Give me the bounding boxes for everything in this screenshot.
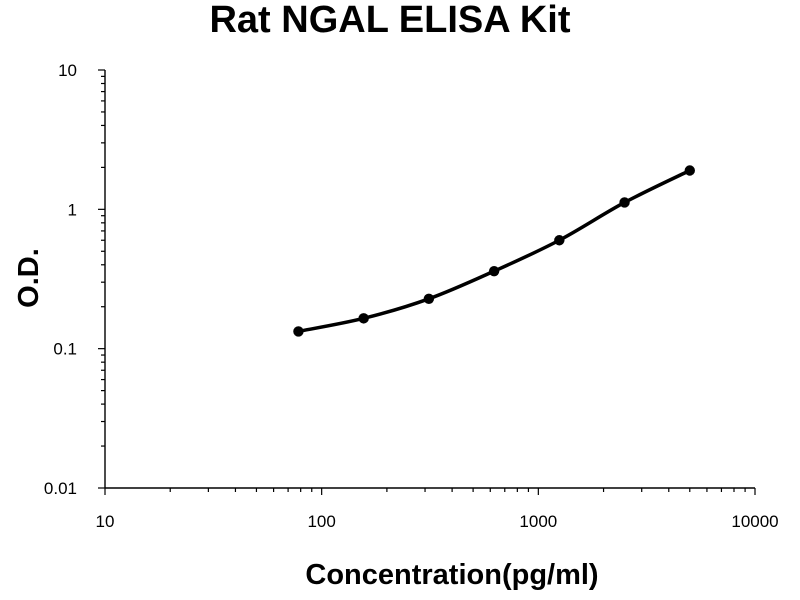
x-axis-ticks (104, 488, 756, 495)
data-point (554, 235, 565, 246)
data-point (358, 313, 369, 324)
fitted-curve (296, 168, 692, 334)
y-tick-label: 1 (68, 200, 77, 219)
y-axis-ticks (98, 69, 105, 489)
y-tick-label: 10 (58, 61, 77, 80)
y-axis-title: O.D. (13, 248, 45, 308)
x-tick-label: 1000 (519, 512, 557, 531)
plot-area: 0.01 0.1 1 10 10 100 1000 10000 (44, 61, 779, 531)
x-axis-tick-labels: 10 100 1000 10000 (96, 512, 779, 531)
data-point (684, 165, 695, 176)
data-points (293, 165, 695, 337)
x-tick-label: 10 (96, 512, 115, 531)
data-point (423, 293, 435, 304)
data-point (293, 326, 304, 337)
data-point (488, 265, 500, 277)
y-axis-tick-labels: 0.01 0.1 1 10 (44, 61, 77, 498)
x-tick-label: 10000 (731, 512, 778, 531)
x-axis-title: Concentration(pg/ml) (305, 559, 598, 591)
data-point (619, 197, 630, 208)
chart-title: Rat NGAL ELISA Kit (209, 0, 570, 41)
y-tick-label: 0.01 (44, 479, 77, 498)
x-tick-label: 100 (307, 512, 335, 531)
y-tick-label: 0.1 (53, 340, 77, 359)
